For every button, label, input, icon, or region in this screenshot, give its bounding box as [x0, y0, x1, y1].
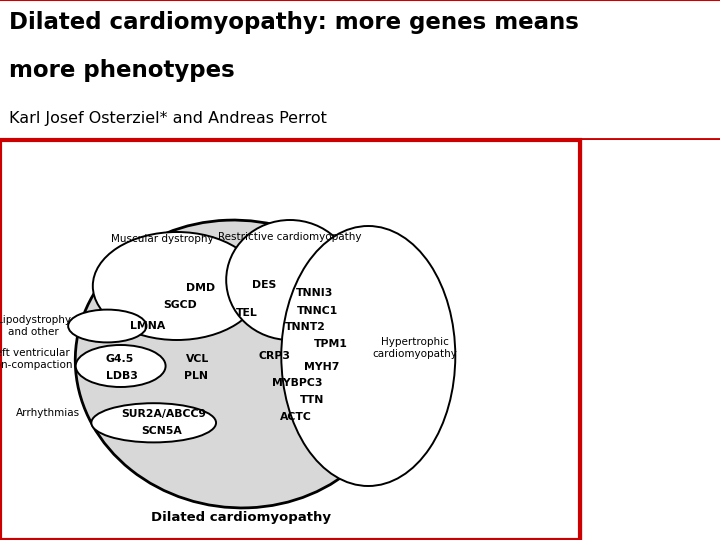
Text: Dilated cardiomyopathy: more genes means: Dilated cardiomyopathy: more genes means [9, 11, 578, 34]
Text: G4.5: G4.5 [106, 354, 134, 364]
Text: J Am Coll
Cardiol, 2004;
44:2041-2043: J Am Coll Cardiol, 2004; 44:2041-2043 [594, 403, 710, 460]
Ellipse shape [76, 345, 166, 387]
Text: SCN5A: SCN5A [141, 426, 181, 436]
Text: Dilated cardiomyopathy: Dilated cardiomyopathy [150, 511, 330, 524]
Text: Restrictive cardiomyopathy: Restrictive cardiomyopathy [218, 232, 361, 242]
Text: CRP3: CRP3 [258, 351, 290, 361]
Text: TNNC1: TNNC1 [297, 306, 338, 316]
Text: DMD: DMD [186, 283, 215, 293]
Text: PLN: PLN [184, 371, 208, 381]
Ellipse shape [282, 226, 455, 486]
Ellipse shape [93, 232, 261, 340]
Ellipse shape [68, 309, 146, 342]
Text: DES: DES [252, 280, 276, 290]
Text: Left ventricular
non-compaction: Left ventricular non-compaction [0, 348, 73, 370]
Text: Hypertrophic
cardiomyopathy: Hypertrophic cardiomyopathy [372, 337, 457, 359]
Text: MYH7: MYH7 [305, 362, 340, 372]
Text: MYBPC3: MYBPC3 [272, 378, 323, 388]
Text: LDB3: LDB3 [106, 371, 138, 381]
Text: VCL: VCL [186, 354, 209, 364]
Text: SUR2A/ABCC9: SUR2A/ABCC9 [122, 409, 207, 419]
Text: Muscular dystrophy: Muscular dystrophy [111, 234, 214, 244]
Text: more phenotypes: more phenotypes [9, 59, 235, 82]
Text: LMNA: LMNA [130, 321, 166, 331]
Text: SGCD: SGCD [163, 300, 197, 310]
Ellipse shape [76, 220, 400, 508]
Text: Lipodystrophy
and other: Lipodystrophy and other [0, 315, 71, 337]
Ellipse shape [91, 403, 216, 442]
Text: Karl Josef Osterziel* and Andreas Perrot: Karl Josef Osterziel* and Andreas Perrot [9, 111, 326, 126]
Text: TTN: TTN [300, 395, 324, 405]
Text: TEL: TEL [236, 308, 258, 318]
Text: TPM1: TPM1 [314, 339, 348, 349]
Text: Arrhythmias: Arrhythmias [16, 408, 80, 418]
Text: ACTC: ACTC [280, 412, 312, 422]
Ellipse shape [226, 220, 354, 340]
Text: TNNI3: TNNI3 [296, 288, 333, 298]
Text: TNNT2: TNNT2 [285, 322, 326, 332]
